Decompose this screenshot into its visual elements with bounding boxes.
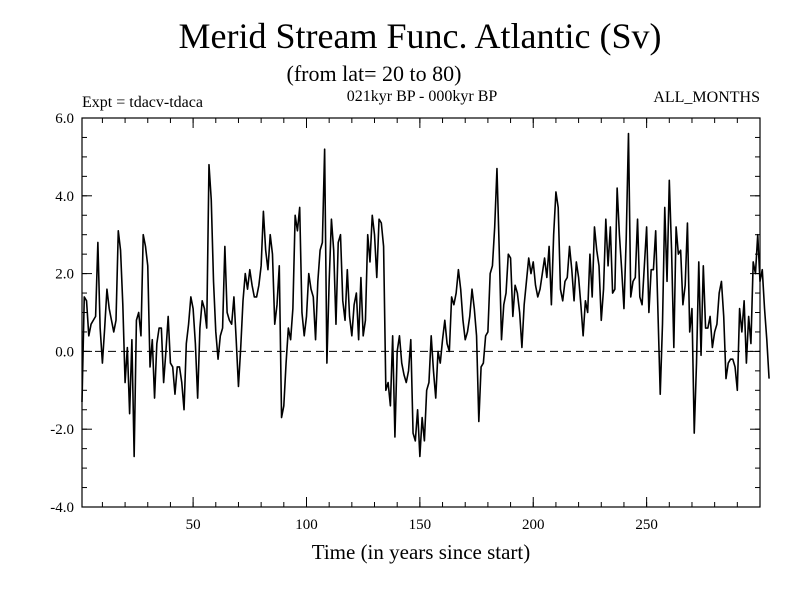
y-tick-label: 4.0 — [55, 189, 74, 205]
chart-title: Merid Stream Func. Atlantic (Sv) — [179, 16, 662, 56]
experiment-label: Expt = tdacv-tdaca — [82, 94, 203, 111]
x-tick-label: 100 — [295, 517, 318, 533]
x-tick-label: 50 — [186, 517, 201, 533]
series-line — [81, 132, 770, 458]
y-tick-label: 0.0 — [55, 344, 74, 360]
tick-label-layer: 50 100 150 200 250 -4.0 -2.0 0.0 2.0 4.0 6.0 — [50, 111, 658, 533]
chart-subtitle: (from lat= 20 to 80) — [287, 61, 462, 86]
x-axis-label: Time (in years since start) — [312, 540, 531, 564]
months-label: ALL_MONTHS — [653, 89, 760, 106]
series-layer — [81, 132, 770, 458]
x-tick-label: 200 — [522, 517, 545, 533]
y-tick-label: -4.0 — [50, 500, 74, 516]
y-tick-label: -2.0 — [50, 422, 74, 438]
y-tick-label: 6.0 — [55, 111, 74, 127]
plot-frame — [81, 117, 761, 508]
y-tick-label: 2.0 — [55, 267, 74, 283]
x-tick-label: 250 — [635, 517, 658, 533]
period-label: 021kyr BP - 000kyr BP — [347, 88, 498, 105]
x-tick-label: 150 — [409, 517, 432, 533]
